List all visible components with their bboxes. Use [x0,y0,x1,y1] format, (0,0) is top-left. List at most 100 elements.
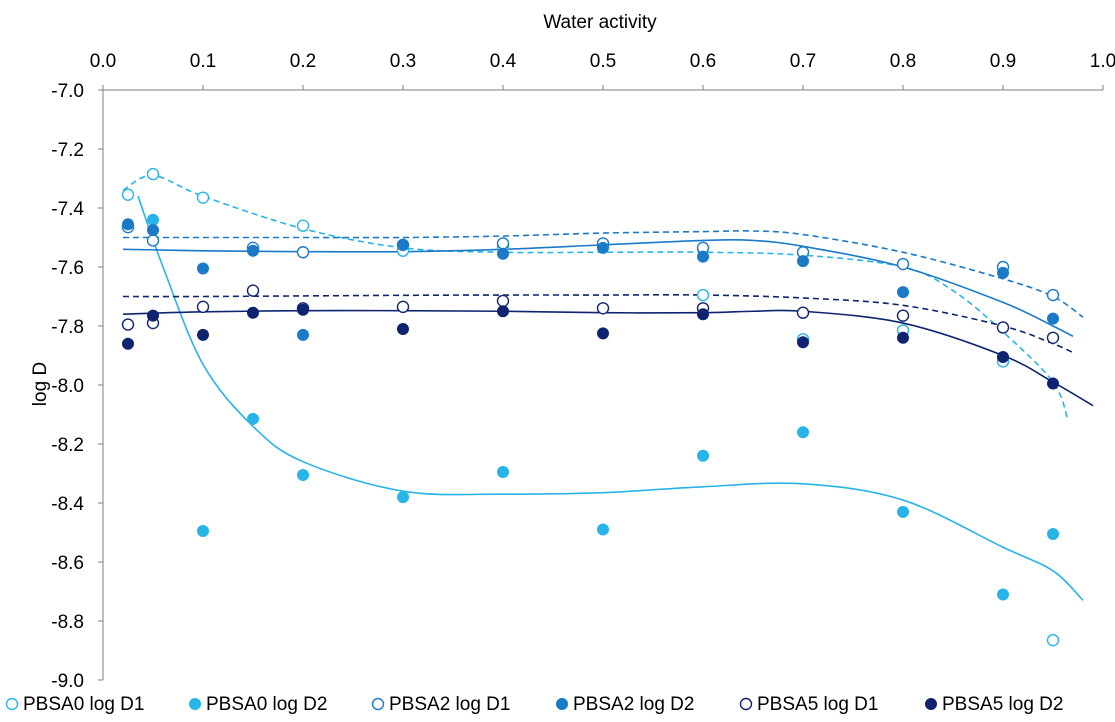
legend-marker [739,697,753,711]
x-tick-label: 0.9 [990,51,1016,72]
data-point [147,213,159,226]
y-axis-title: log D [30,362,51,406]
trendline [122,174,1069,421]
data-point [396,300,410,314]
trendline [137,195,1084,601]
legend-label: PBSA2 log D1 [389,694,510,715]
legend: PBSA0 log D1 PBSA0 log D2 PBSA2 log D1 PBSA… [5,694,1063,715]
x-tick-label: 0.5 [590,51,616,72]
x-tick-label: 0.0 [90,51,116,72]
data-point [247,244,259,257]
axes-layer: 0.0 0.1 0.2 0.3 0.4 0.5 0.6 0.7 0.8 0.9 1.0 -7.0 -7.… [51,51,1115,692]
legend-label: PBSA5 log D1 [757,694,878,715]
data-point [296,246,310,259]
y-tick-label: -7.4 [51,199,84,220]
data-point [497,247,509,260]
legend-marker [556,698,568,710]
y-tick-label: -7.8 [51,317,84,338]
x-tick-label: 1.0 [1090,51,1115,72]
data-point [896,309,910,322]
legend-label: PBSA2 log D2 [573,694,694,715]
data-point [696,288,710,302]
data-point [121,188,135,201]
legend-label: PBSA5 log D2 [942,694,1063,715]
x-tick-label: 0.3 [390,51,416,72]
y-tick-label: -8.2 [51,435,84,456]
y-tick-label: -7.2 [51,140,84,161]
y-tick-label: -8.6 [51,553,84,574]
x-tick-label: 0.8 [890,51,916,72]
y-tick-label: -7.6 [51,258,84,279]
data-point [797,336,809,349]
data-point [197,328,209,341]
data-point [697,308,709,321]
legend-label: PBSA0 log D1 [23,694,144,715]
x-tick-label: 0.6 [690,51,716,72]
data-point [596,302,610,315]
data-point [247,306,259,319]
legend-marker [189,698,201,710]
data-point [146,234,160,247]
data-point [296,219,310,232]
data-point [397,491,409,504]
data-point [597,327,609,340]
data-point [697,250,709,263]
y-tick-label: -8.8 [51,612,84,633]
data-point [896,257,910,271]
data-point [1046,331,1060,344]
data-point [246,284,260,297]
data-point [997,350,1009,363]
data-point [397,238,409,251]
data-point [597,523,609,536]
data-point [1047,312,1059,325]
data-point [297,328,309,341]
legend-label: PBSA0 log D2 [206,694,327,715]
data-point [996,321,1010,334]
data-point [496,237,510,250]
data-point [497,305,509,318]
y-tick-label: -7.0 [51,81,84,102]
data-point [897,331,909,344]
data-point [997,266,1009,279]
data-point [147,309,159,322]
data-point [196,300,210,314]
points-layer [121,167,1060,647]
data-point [122,218,134,231]
data-point [122,337,134,350]
legend-marker [5,697,19,711]
data-point [121,318,135,331]
data-point [897,286,909,299]
data-point [1046,288,1060,302]
data-point [897,505,909,518]
data-point [1046,633,1060,647]
trendline [122,230,1084,318]
data-point [797,255,809,268]
data-point [797,426,809,439]
data-point [497,466,509,479]
data-point [146,167,160,181]
trendline [122,294,1074,354]
data-point [997,588,1009,601]
legend-marker [371,697,385,711]
y-tick-label: -9.0 [51,671,84,692]
x-tick-label: 0.2 [290,51,316,72]
x-tick-label: 0.1 [190,51,216,72]
data-point [147,224,159,237]
x-tick-label: 0.4 [490,51,517,72]
data-point [197,262,209,275]
data-point [1047,527,1059,540]
data-point [496,294,510,308]
data-point [796,306,810,319]
data-point [297,468,309,481]
data-point [397,322,409,335]
legend-marker [925,698,937,710]
data-point [297,303,309,316]
x-axis-title: Water activity [543,12,657,33]
y-tick-label: -8.4 [51,494,84,515]
data-point [247,412,259,425]
data-point [196,191,210,204]
y-tick-label: -8.0 [51,376,84,397]
data-point [197,525,209,538]
